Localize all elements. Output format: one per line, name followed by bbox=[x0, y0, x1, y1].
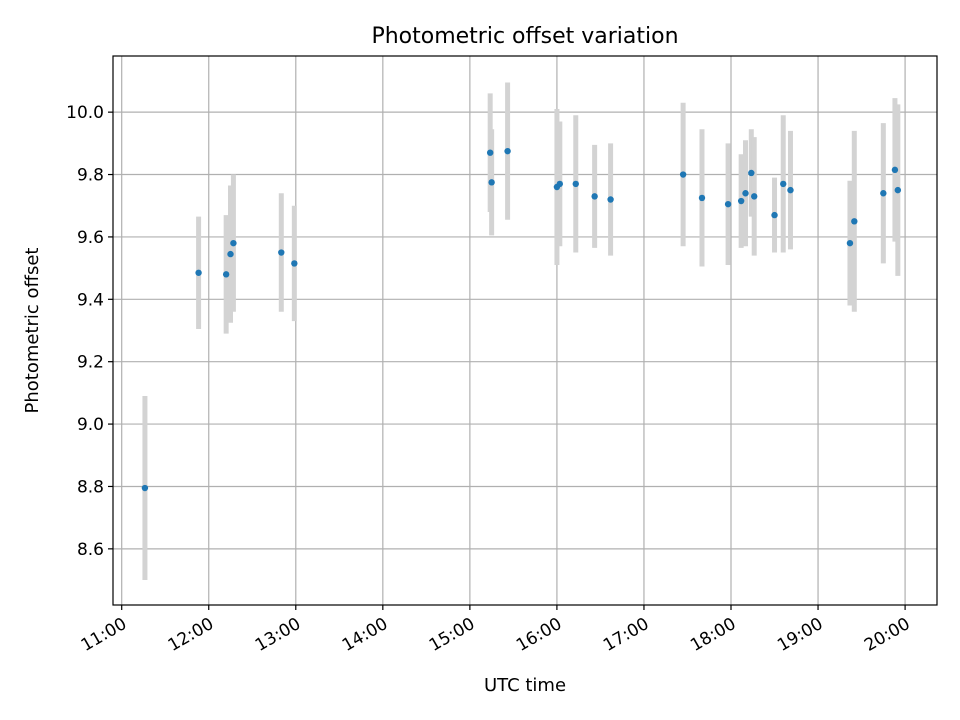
data-point bbox=[230, 239, 237, 247]
data-point bbox=[737, 197, 745, 205]
data-point bbox=[607, 196, 614, 203]
data-point bbox=[572, 180, 579, 188]
data-point bbox=[486, 149, 494, 156]
data-point bbox=[488, 179, 495, 186]
plot-frame bbox=[112, 55, 938, 606]
y-tick-label: 9.2 bbox=[77, 353, 104, 373]
data-points bbox=[141, 147, 902, 492]
data-point bbox=[227, 250, 234, 258]
data-point bbox=[742, 190, 749, 197]
data-point bbox=[748, 169, 755, 177]
data-point bbox=[556, 180, 564, 188]
y-tick-label: 9.0 bbox=[77, 415, 104, 435]
data-point bbox=[698, 194, 706, 202]
x-axis-label: UTC time bbox=[484, 675, 566, 696]
data-point bbox=[894, 186, 902, 194]
data-point bbox=[141, 484, 149, 492]
y-tick-label: 8.6 bbox=[77, 540, 104, 560]
data-point bbox=[851, 218, 858, 225]
data-point bbox=[291, 260, 298, 267]
data-point bbox=[222, 271, 230, 278]
y-tick-label: 8.8 bbox=[77, 477, 104, 497]
y-tick-label: 9.8 bbox=[77, 166, 104, 186]
y-tick-label: 10.0 bbox=[66, 103, 104, 123]
data-point bbox=[780, 180, 787, 188]
data-point bbox=[880, 190, 887, 197]
data-point bbox=[751, 193, 758, 200]
data-point bbox=[504, 147, 511, 155]
data-point bbox=[787, 186, 794, 194]
y-axis-label: Photometric offset bbox=[22, 248, 43, 414]
y-tick-label: 9.4 bbox=[77, 290, 104, 310]
y-tick-label: 9.6 bbox=[77, 228, 104, 248]
data-point bbox=[891, 166, 899, 174]
data-point bbox=[724, 200, 732, 208]
data-point bbox=[679, 171, 687, 178]
chart-title: Photometric offset variation bbox=[371, 24, 678, 49]
data-point bbox=[278, 249, 285, 256]
data-point bbox=[195, 269, 202, 276]
data-point bbox=[846, 239, 854, 247]
data-point bbox=[771, 211, 778, 219]
data-point bbox=[591, 193, 598, 200]
